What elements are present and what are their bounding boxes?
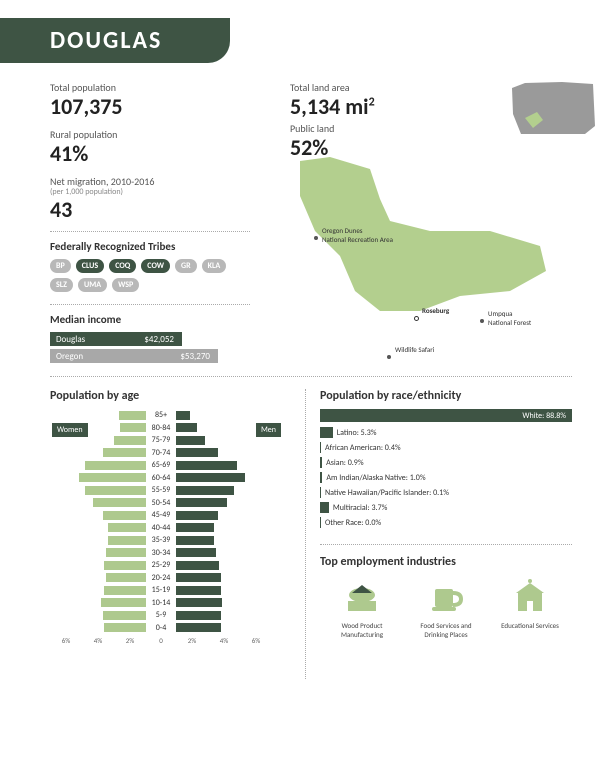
cup-icon xyxy=(426,579,466,617)
race-row: Am Indian/Alaska Native: 1.0% xyxy=(320,470,572,485)
tribe-badge: COQ xyxy=(109,259,136,273)
race-section: Population by race/ethnicity White: 88.8… xyxy=(305,389,572,679)
county-map xyxy=(260,151,560,331)
population-pyramid: Women Men 85+80-8475-7970-7465-6960-6455… xyxy=(50,409,291,679)
map-label: Oregon DunesNational Recreation Area xyxy=(322,226,393,244)
industry-label: Food Services and Drinking Places xyxy=(420,621,471,639)
race-row: African American: 0.4% xyxy=(320,440,572,455)
pyramid-row: 10-14 xyxy=(50,597,291,610)
pyramid-row: 50-54 xyxy=(50,497,291,510)
pyramid-row: 70-74 xyxy=(50,447,291,460)
tribes-title: Federally Recognized Tribes xyxy=(50,240,250,253)
tribe-badge: KLA xyxy=(202,259,227,273)
income-title: Median income xyxy=(50,313,250,326)
women-tag: Women xyxy=(52,423,88,437)
tribe-badge: UMA xyxy=(78,278,107,292)
tribe-badge: WSP xyxy=(112,278,139,292)
pyramid-row: 25-29 xyxy=(50,559,291,572)
industries-row: Wood Product Manufacturing Food Services… xyxy=(320,579,572,639)
pyramid-row: 15-19 xyxy=(50,584,291,597)
income-bar: Oregon$53,270 xyxy=(50,349,218,363)
race-row: Asian: 0.9% xyxy=(320,455,572,470)
pyramid-row: 0-4 xyxy=(50,622,291,635)
county-header: DOUGLAS xyxy=(0,18,230,63)
tribe-badge: COW xyxy=(141,259,170,273)
land-area-num: 5,134 xyxy=(290,93,340,120)
pyramid-row: 65-69 xyxy=(50,459,291,472)
race-row: Multiracial: 3.7% xyxy=(320,500,572,515)
race-title: Population by race/ethnicity xyxy=(320,389,572,403)
land-area-unit: mi xyxy=(345,93,368,120)
income-bar: Douglas$42,052 xyxy=(50,332,182,346)
industry-wood: Wood Product Manufacturing xyxy=(327,579,397,639)
state-outline-icon xyxy=(507,76,602,151)
pyramid-row: 60-64 xyxy=(50,472,291,485)
industry-education: Educational Services xyxy=(495,579,565,639)
map-dot xyxy=(414,316,419,321)
map-dot xyxy=(314,236,318,240)
stats-column: Total population 107,375 Rural populatio… xyxy=(50,81,250,366)
industries-title: Top employment industries xyxy=(320,555,572,569)
total-pop-value: 107,375 xyxy=(50,96,250,118)
pyramid-row: 85+ xyxy=(50,409,291,422)
map-dot xyxy=(387,355,391,359)
industry-food: Food Services and Drinking Places xyxy=(411,579,481,639)
pyramid-row: 20-24 xyxy=(50,572,291,585)
race-row: Other Race: 0.0% xyxy=(320,515,572,530)
migration-sub: (per 1,000 population) xyxy=(50,187,250,197)
migration-value: 43 xyxy=(50,199,250,221)
map-column: Total land area 5,134 mi2 Public land 52… xyxy=(290,81,572,366)
age-title: Population by age xyxy=(50,389,291,403)
map-label: UmpquaNational Forest xyxy=(488,309,531,327)
tribe-badge: SLZ xyxy=(50,278,73,292)
pyramid-axis: 6%4%2%02%4%6% xyxy=(50,636,291,645)
land-area-value: 5,134 mi2 xyxy=(290,96,375,118)
school-icon xyxy=(510,579,550,617)
pyramid-row: 5-9 xyxy=(50,609,291,622)
tribe-badge: GR xyxy=(175,259,197,273)
pyramid-row: 40-44 xyxy=(50,522,291,535)
pyramid-row: 55-59 xyxy=(50,484,291,497)
rural-pop-value: 41% xyxy=(50,143,250,165)
industry-label: Educational Services xyxy=(501,621,559,630)
race-row: Latino: 5.3% xyxy=(320,425,572,440)
pyramid-row: 45-49 xyxy=(50,509,291,522)
pyramid-row: 35-39 xyxy=(50,534,291,547)
race-white-bar: White: 88.8% xyxy=(320,409,572,422)
tribe-badge: BP xyxy=(50,259,71,273)
income-bars: Douglas$42,052 Oregon$53,270 xyxy=(50,332,250,363)
industry-label: Wood Product Manufacturing xyxy=(341,621,383,639)
wood-icon xyxy=(342,579,382,617)
map-dot xyxy=(480,319,484,323)
map-label: Wildlife Safari xyxy=(395,345,434,354)
race-row: Native Hawaiian/Pacific Islander: 0.1% xyxy=(320,485,572,500)
age-section: Population by age Women Men 85+80-8475-7… xyxy=(50,389,305,679)
men-tag: Men xyxy=(256,423,281,437)
tribes-list: BP CLUS COQ COW GR KLA SLZ UMA WSP xyxy=(50,259,230,292)
map-label: Roseburg xyxy=(422,306,449,315)
pyramid-row: 30-34 xyxy=(50,547,291,560)
tribe-badge: CLUS xyxy=(76,259,104,273)
race-bars: Latino: 5.3%African American: 0.4%Asian:… xyxy=(320,425,572,530)
